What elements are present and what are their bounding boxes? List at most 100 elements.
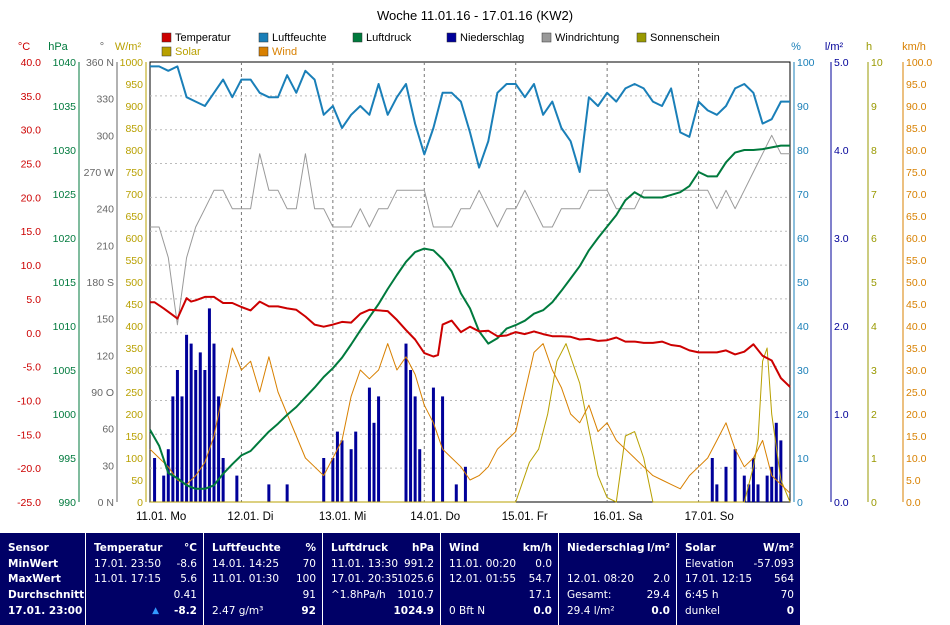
sensor-header: Sensor: [8, 542, 49, 554]
legend-swatch: [446, 32, 457, 43]
temp-header: Temperatur: [94, 542, 163, 554]
rain-bar: [710, 458, 714, 502]
axis-tick-label: 200: [125, 409, 143, 421]
hum-header: Luftfeuchte: [212, 542, 281, 554]
axis-tick-label: 150: [96, 314, 114, 326]
x-axis-labels: 11.01. Mo 12.01. Di 13.01. Mi 14.01. Do 15.0…: [136, 511, 734, 523]
legend-label: Temperatur: [175, 32, 231, 44]
axis-tick-label: 1.0: [834, 409, 849, 421]
rain-bar: [715, 484, 719, 502]
axis-tick-label: 0: [137, 497, 143, 509]
axis-tick-label: 95.0: [906, 79, 927, 91]
rain-bar: [747, 484, 751, 502]
rain-bar: [212, 343, 216, 502]
temperature-series: [150, 295, 791, 388]
wind-header: Wind: [449, 542, 480, 554]
axis-tick-label: 10.0: [906, 453, 927, 465]
axis-tick-label: 1020: [53, 233, 77, 245]
rain-bar: [354, 431, 358, 502]
axis-tick-label: 1005: [53, 365, 77, 377]
solar-state: dunkel: [685, 605, 721, 617]
axis-tick-label: 850: [125, 123, 143, 135]
rain-bar: [267, 484, 271, 502]
axis-tick-label: 350: [125, 343, 143, 355]
axis-tick-label: 15.0: [21, 226, 42, 238]
axis-tick-label: 990: [58, 497, 76, 509]
rain-bar: [185, 334, 189, 502]
axis-tick-label: 1010: [53, 321, 77, 333]
rain-bar: [724, 466, 728, 502]
statistics-panel: Sensor MinWert MaxWert Durchschnitt 17.0…: [0, 533, 800, 625]
temp-trend-icon: ▲: [152, 606, 159, 616]
rain-current: 0.0: [651, 605, 670, 617]
axis-tick-label: 360 N: [86, 57, 114, 69]
axis-tick-label: 8: [871, 145, 877, 157]
rain-bar: [198, 352, 202, 502]
rain-bar: [756, 484, 760, 502]
axis-tick-label: 600: [125, 233, 143, 245]
axis-tick-label: 700: [125, 189, 143, 201]
axis-tick-label: 1: [871, 453, 877, 465]
legend-swatch: [541, 32, 552, 43]
rain-bar: [194, 370, 198, 502]
axis-tick-label: 2: [871, 409, 877, 421]
rain-bar: [335, 431, 339, 502]
x-axis-label: 13.01. Mi: [319, 511, 366, 523]
axis-tick-label: -15.0: [17, 429, 41, 441]
axis-tick-label: 50.0: [906, 277, 927, 289]
rain-bar: [331, 458, 335, 502]
rain-bar: [779, 440, 783, 502]
press-avg: 1010.7: [397, 589, 434, 601]
axis-tick-label: 300: [125, 365, 143, 377]
hum-unit: %: [305, 542, 316, 554]
wind-series: [149, 343, 791, 494]
solar-elev-val: -57.093: [753, 558, 794, 570]
press-current: 1024.9: [393, 605, 434, 617]
hum-avg: 91: [302, 589, 316, 601]
axis-unit: hPa: [48, 41, 68, 53]
axis-tick-label: 3.0: [834, 233, 849, 245]
press-header: Luftdruck: [331, 542, 389, 554]
stats-rain-col: Niederschlag l/m² 12.01. 08:20 2.0 Gesam…: [559, 533, 677, 625]
temp-min-val: -8.6: [176, 558, 198, 570]
legend-swatch: [636, 32, 647, 43]
solar-current: 0: [786, 605, 794, 617]
axis-tick-label: 65.0: [906, 211, 927, 223]
rain-bar: [454, 484, 458, 502]
rain-bar: [221, 458, 225, 502]
axis-tick-label: 0.0: [26, 328, 41, 340]
rain-bar: [404, 343, 408, 502]
axis-tick-label: 1035: [53, 101, 77, 113]
axis-tick-label: 50: [797, 277, 809, 289]
hum-absolute: 2.47 g/m³: [212, 605, 264, 617]
axis-tick-label: 75.0: [906, 167, 927, 179]
rain-bar: [322, 458, 326, 502]
sensor-row-avg: Durchschnitt: [8, 589, 85, 601]
hum-current: 92: [301, 605, 316, 617]
solar-sun-val: 70: [780, 589, 794, 601]
press-unit: hPa: [412, 542, 434, 554]
rain-bar: [770, 466, 774, 502]
legend-swatch: [258, 32, 269, 43]
axis-tick-label: 650: [125, 211, 143, 223]
axis-tick-label: 20.0: [906, 409, 927, 421]
axis-tick-label: 250: [125, 387, 143, 399]
axis-tick-label: 950: [125, 79, 143, 91]
axis-tick-label: 80.0: [906, 145, 927, 157]
axis-tick-label: 90: [797, 101, 809, 113]
axis-tick-label: 4: [871, 321, 877, 333]
x-axis-label: 12.01. Di: [227, 511, 273, 523]
axis-tick-label: 550: [125, 255, 143, 267]
temp-current: -8.2: [174, 605, 197, 617]
weather-chart: Woche 11.01.16 - 17.01.16 (KW2) Temperat…: [17, 8, 932, 523]
axis-tick-label: 85.0: [906, 123, 927, 135]
temp-min-time: 17.01. 23:50: [94, 558, 161, 570]
rain-total-val: 29.4: [646, 589, 670, 601]
rain-max-time: 12.01. 08:20: [567, 573, 634, 585]
axis-tick-label: 50: [131, 475, 143, 487]
humidity-series: [150, 65, 790, 173]
plot-frame: [149, 61, 791, 503]
axis-tick-label: 25.0: [21, 159, 42, 171]
rain-bar: [189, 343, 193, 502]
axis-tick-label: -25.0: [17, 497, 41, 509]
